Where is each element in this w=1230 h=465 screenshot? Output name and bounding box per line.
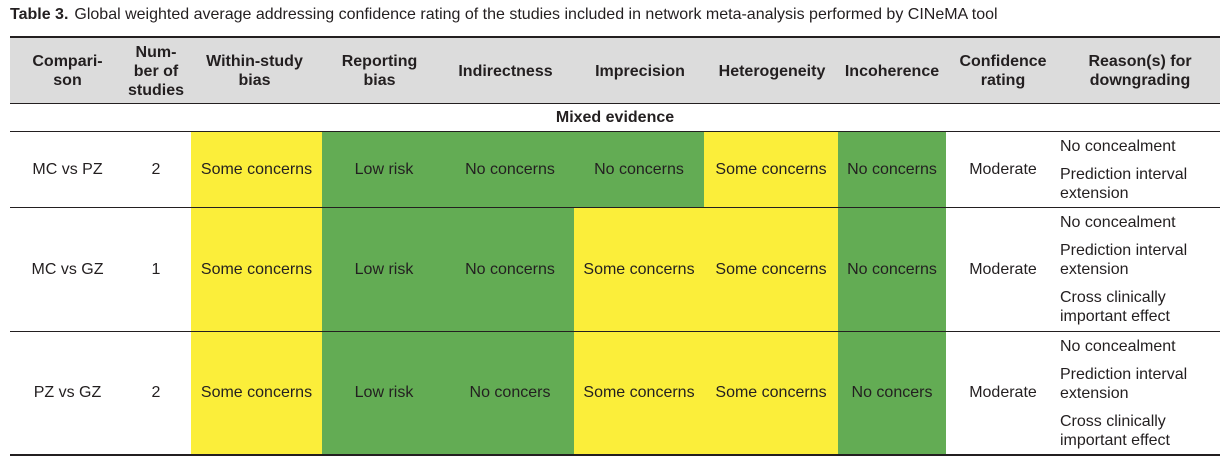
reason-item: Cross clinically important effect <box>1060 412 1170 449</box>
table-header: Compari- son Num- ber of studies Within-… <box>10 36 1220 104</box>
cell-studies: 1 <box>151 260 161 278</box>
cell-heterogeneity: Some concerns <box>704 208 838 331</box>
section-mixed-evidence: Mixed evidence <box>10 104 1220 132</box>
header-indirectness: Indirectness <box>458 62 553 80</box>
cell-studies: 2 <box>151 384 161 401</box>
cell-incoherence: No concers <box>838 332 946 454</box>
cell-studies: 2 <box>151 160 161 178</box>
header-reasons: Reason(s) for downgrading <box>1088 53 1192 89</box>
cell-imprecision: Some concerns <box>574 332 704 454</box>
reason-item: No concealment <box>1060 337 1176 355</box>
cell-within-study-bias: Some concerns <box>191 332 322 454</box>
header-reporting-bias: Reporting bias <box>341 53 418 89</box>
cell-reporting-bias: Low risk <box>322 208 446 331</box>
header-comparison: Compari- son <box>32 53 103 89</box>
cell-comparison: MC vs GZ <box>31 260 104 278</box>
cell-reasons: No concealment Prediction interval exten… <box>1060 332 1220 454</box>
header-incoherence: Incoherence <box>844 62 940 80</box>
cell-confidence-rating: Moderate <box>969 160 1037 178</box>
cell-incoherence: No concerns <box>838 208 946 331</box>
cell-imprecision: Some concerns <box>574 208 704 331</box>
reason-item: Prediction interval extension <box>1060 365 1188 402</box>
cell-reasons: No concealment Prediction interval exten… <box>1060 208 1220 331</box>
cell-indirectness: No concerns <box>446 132 574 207</box>
cell-indirectness: No concers <box>446 332 574 454</box>
reason-item: No concealment <box>1060 213 1176 231</box>
caption-text: Global weighted average addressing confi… <box>74 6 998 23</box>
table-label: Table 3. <box>10 6 69 23</box>
cell-confidence-rating: Moderate <box>969 260 1037 278</box>
cell-indirectness: No concerns <box>446 208 574 331</box>
table-row: PZ vs GZ 2 Some concerns Low risk No con… <box>10 332 1220 456</box>
cell-reporting-bias: Low risk <box>322 332 446 454</box>
cell-imprecision: No concerns <box>574 132 704 207</box>
header-imprecision: Imprecision <box>595 62 685 80</box>
confidence-table: Compari- son Num- ber of studies Within-… <box>10 36 1220 456</box>
reason-item: No concealment <box>1060 137 1176 155</box>
cell-comparison: MC vs PZ <box>32 160 103 178</box>
reason-item: Cross clinically important effect <box>1060 289 1170 326</box>
reason-item: Prediction interval extension <box>1060 165 1188 202</box>
table-row: MC vs GZ 1 Some concerns Low risk No con… <box>10 208 1220 332</box>
reason-item: Prediction interval extension <box>1060 241 1188 278</box>
cell-heterogeneity: Some concerns <box>704 132 838 207</box>
cell-reasons: No concealment Prediction interval exten… <box>1060 132 1220 207</box>
header-within-study-bias: Within-study bias <box>206 53 303 89</box>
cell-reporting-bias: Low risk <box>322 132 446 207</box>
header-studies: Num- ber of studies <box>127 43 184 99</box>
cell-comparison: PZ vs GZ <box>33 384 102 401</box>
table-caption: Table 3. Global weighted average addressi… <box>10 6 998 24</box>
cell-within-study-bias: Some concerns <box>191 132 322 207</box>
cell-within-study-bias: Some concerns <box>191 208 322 331</box>
cell-incoherence: No concerns <box>838 132 946 207</box>
table-row: MC vs PZ 2 Some concerns Low risk No con… <box>10 132 1220 208</box>
header-heterogeneity: Heterogeneity <box>718 62 826 80</box>
cell-heterogeneity: Some concerns <box>704 332 838 454</box>
cell-confidence-rating: Moderate <box>969 384 1037 401</box>
header-confidence-rating: Confidence rating <box>959 53 1047 89</box>
